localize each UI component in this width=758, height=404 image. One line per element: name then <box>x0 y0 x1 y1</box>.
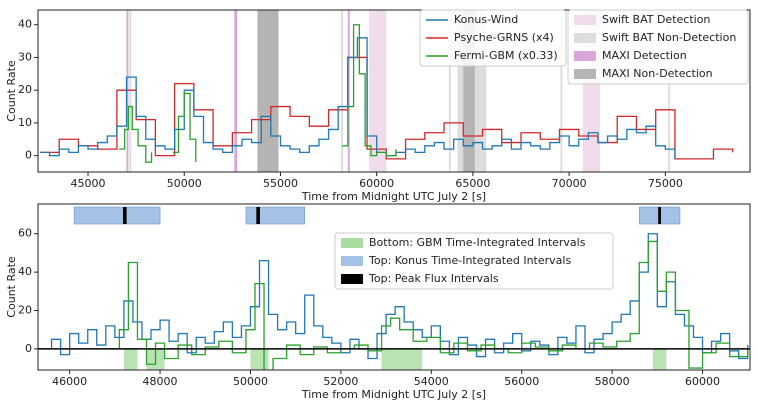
y-axis-label: Count Rate <box>5 60 18 122</box>
interval <box>658 207 661 224</box>
legend-swatch <box>574 69 596 79</box>
x-axis-label: Time from Midnight UTC July 2 [s] <box>301 388 486 401</box>
x-tick-label: 48000 <box>143 375 178 388</box>
axes-frame <box>37 9 751 173</box>
legend-label: Top: Konus Time-Integrated Intervals <box>368 254 571 267</box>
legend-label: Konus-Wind <box>454 13 518 26</box>
series-line <box>110 240 749 370</box>
x-tick-label: 50000 <box>233 375 268 388</box>
interval <box>250 348 269 370</box>
interval <box>73 206 161 225</box>
span <box>341 10 344 172</box>
x-tick-label: 52000 <box>323 375 358 388</box>
x-tick-label: 60000 <box>685 375 720 388</box>
span <box>257 10 279 172</box>
x-tick-label: 46000 <box>52 375 87 388</box>
x-tick-label: 45000 <box>71 177 106 190</box>
legend-label: Top: Peak Flux Intervals <box>368 272 499 285</box>
x-tick-label: 60000 <box>359 177 394 190</box>
span <box>560 10 563 172</box>
legend-label: Psyche-GRNS (x4) <box>454 31 554 44</box>
panel: 45000 50000 55000 60000 65000 70000 75000 0 10 20… <box>5 9 751 203</box>
span <box>234 10 238 172</box>
legend-swatch <box>341 274 363 284</box>
legend-swatch <box>574 15 596 25</box>
y-tick-label: 10 <box>18 116 32 129</box>
y-tick-label: 20 <box>18 83 32 96</box>
span <box>126 10 129 172</box>
legend <box>334 232 614 290</box>
span <box>368 10 387 172</box>
span <box>448 10 451 172</box>
interval <box>123 348 138 370</box>
legend-label: Swift BAT Non-Detection <box>602 31 736 44</box>
y-tick-label: 40 <box>18 265 32 278</box>
x-tick-label: 65000 <box>455 177 490 190</box>
y-tick-label: 0 <box>25 149 32 162</box>
x-tick-label: 56000 <box>504 375 539 388</box>
interval <box>381 348 423 370</box>
y-axis-label: Count Rate <box>5 256 18 318</box>
legend-swatch <box>574 51 596 61</box>
legend-label: Bottom: GBM Time-Integrated Intervals <box>369 236 586 249</box>
legend-label: MAXI Detection <box>602 49 687 62</box>
span <box>463 10 475 172</box>
axes-frame <box>37 203 751 371</box>
y-tick-label: 60 <box>18 227 32 240</box>
legend <box>419 9 567 67</box>
span <box>129 10 132 172</box>
x-tick-label: 70000 <box>552 177 587 190</box>
x-tick-label: 54000 <box>414 375 449 388</box>
legend <box>567 9 749 85</box>
x-tick-label: 50000 <box>167 177 202 190</box>
series-line <box>118 24 397 163</box>
legend-label: MAXI Non-Detection <box>602 67 713 80</box>
legend-swatch <box>574 33 596 43</box>
interval <box>122 207 127 224</box>
series-line <box>39 37 676 159</box>
y-tick-label: 40 <box>18 18 32 31</box>
interval <box>245 206 306 225</box>
legend-swatch <box>341 256 363 266</box>
x-tick-label: 58000 <box>595 375 630 388</box>
y-tick-label: 0 <box>25 342 32 355</box>
panel: 46000 48000 50000 52000 54000 56000 58000 60000… <box>5 203 751 401</box>
span <box>668 10 671 172</box>
y-tick-label: 20 <box>18 304 32 317</box>
legend-label: Fermi-GBM (x0.33) <box>454 49 558 62</box>
x-tick-label: 55000 <box>263 177 298 190</box>
plot-area <box>38 206 750 370</box>
x-tick-label: 75000 <box>648 177 683 190</box>
interval <box>652 348 667 370</box>
y-tick-label: 30 <box>18 50 32 63</box>
series-line <box>42 233 749 360</box>
interval <box>256 207 260 224</box>
legend-swatch <box>341 238 363 248</box>
legend-label: Swift BAT Detection <box>602 13 710 26</box>
x-axis-label: Time from Midnight UTC July 2 [s] <box>301 190 486 203</box>
span <box>347 10 350 172</box>
